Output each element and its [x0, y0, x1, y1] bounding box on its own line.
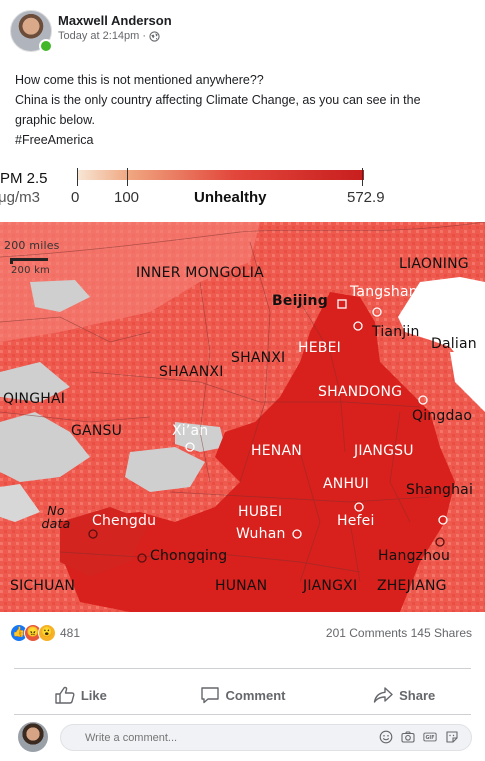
like-button[interactable]: Like	[0, 677, 162, 713]
label-zhejiang: ZHEJIANG	[377, 578, 447, 594]
author-name[interactable]: Maxwell Anderson	[58, 13, 172, 28]
engagement-counts: 201 Comments 145 Shares	[326, 626, 472, 640]
legend-color-bar	[77, 170, 364, 180]
no-data-label: No data	[38, 504, 74, 530]
label-hefei: Hefei	[337, 513, 375, 529]
post-body: How come this is not mentioned anywhere?…	[15, 70, 470, 150]
label-henan: HENAN	[251, 443, 302, 459]
label-qinghai: QINGHAI	[3, 391, 66, 407]
legend-max: 572.9	[347, 189, 385, 206]
label-hangzhou: Hangzhou	[378, 548, 451, 564]
no-data-line: data	[41, 516, 71, 531]
legend-tick	[77, 168, 78, 186]
composer-icons: GIF	[379, 730, 459, 744]
legend-tick	[127, 168, 128, 186]
no-data-line: No	[47, 503, 65, 518]
label-shanghai: Shanghai	[406, 482, 474, 498]
hashtag-link[interactable]: #FreeAmerica	[15, 133, 94, 147]
share-icon	[373, 687, 393, 703]
post-text-line: China is the only country affecting Clim…	[15, 93, 421, 107]
label-liaoning: LIAONING	[399, 256, 469, 272]
label-tangshan: Tangshan	[350, 284, 418, 300]
legend-category: Unhealthy	[194, 189, 267, 206]
post-time[interactable]: Today at 2:14pm	[58, 30, 140, 42]
comment-icon	[200, 687, 219, 704]
commenter-avatar[interactable]	[18, 722, 48, 752]
post-meta: Today at 2:14pm ·	[58, 30, 160, 42]
label-shanxi: SHANXI	[231, 350, 286, 366]
globe-icon[interactable]	[149, 30, 160, 42]
legend-unit: μg/m3	[0, 189, 40, 206]
label-tianjin: Tianjin	[372, 324, 420, 340]
pollution-map[interactable]: 200 miles 200 km No data INNER MONGOLIA …	[0, 222, 485, 612]
gif-icon[interactable]: GIF	[423, 730, 437, 744]
meta-separator: ·	[142, 30, 147, 42]
comments-count[interactable]: 201 Comments	[325, 626, 408, 640]
comment-label: Comment	[225, 687, 286, 703]
label-xian: Xi’an	[172, 423, 209, 439]
post-text-line: How come this is not mentioned anywhere?…	[15, 73, 264, 87]
label-jiangsu: JIANGSU	[354, 443, 414, 459]
author-avatar[interactable]	[10, 10, 52, 52]
share-button[interactable]: Share	[323, 677, 485, 713]
post-actions: Like Comment Share	[0, 677, 485, 713]
comment-button[interactable]: Comment	[162, 677, 324, 713]
comment-composer[interactable]: GIF	[60, 724, 472, 751]
sticker-icon[interactable]	[445, 730, 459, 744]
label-qingdao: Qingdao	[412, 408, 473, 424]
legend-tick	[362, 168, 363, 186]
legend-tick-label: 0	[71, 189, 80, 206]
label-chengdu: Chengdu	[92, 513, 157, 529]
emoji-icon[interactable]	[379, 730, 393, 744]
label-hunan: HUNAN	[215, 578, 268, 594]
label-wuhan: Wuhan	[236, 526, 286, 542]
reaction-count: 481	[60, 626, 81, 640]
wow-icon: 😮	[38, 624, 56, 642]
divider	[14, 714, 471, 715]
comment-input[interactable]	[83, 731, 337, 745]
like-label: Like	[80, 687, 107, 703]
label-anhui: ANHUI	[323, 476, 369, 492]
label-shaanxi: SHAANXI	[159, 364, 224, 380]
label-beijing: Beijing	[272, 293, 328, 309]
post-text-line: graphic below.	[15, 113, 95, 127]
label-shandong: SHANDONG	[318, 384, 403, 400]
divider	[14, 668, 471, 669]
scale-miles: 200 miles	[4, 239, 60, 252]
thumbs-up-icon	[55, 686, 75, 704]
legend-title: PM 2.5	[0, 170, 48, 187]
label-hubei: HUBEI	[238, 504, 283, 520]
map-graphic	[0, 222, 485, 612]
label-inner-mongolia: INNER MONGOLIA	[136, 265, 264, 281]
online-status-dot	[39, 39, 53, 53]
svg-text:GIF: GIF	[426, 735, 435, 741]
label-sichuan: SICHUAN	[10, 578, 76, 594]
label-dalian: Dalian	[431, 336, 477, 352]
scale-km: 200 km	[11, 265, 50, 276]
label-hebei: HEBEI	[298, 340, 341, 356]
reactions-summary[interactable]: 👍 😠 😮 481	[10, 624, 80, 642]
camera-icon[interactable]	[401, 730, 415, 744]
shares-count[interactable]: 145 Shares	[410, 626, 472, 640]
label-chongqing: Chongqing	[150, 548, 228, 564]
label-jiangxi: JIANGXI	[303, 578, 358, 594]
label-gansu: GANSU	[71, 423, 123, 439]
legend-tick-label: 100	[114, 189, 140, 206]
share-label: Share	[399, 687, 436, 703]
